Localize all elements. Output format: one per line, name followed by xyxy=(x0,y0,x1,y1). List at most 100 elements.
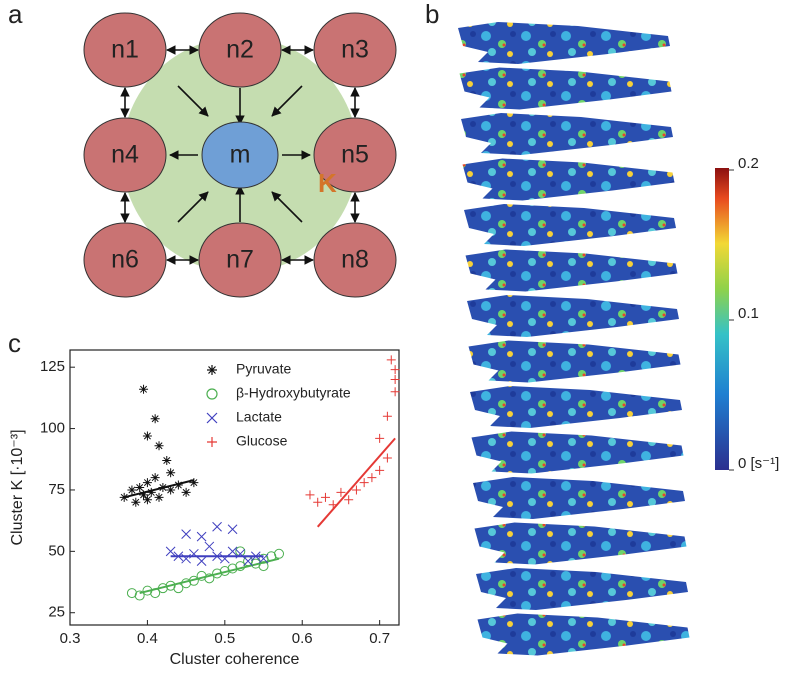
y-tick-label: 75 xyxy=(48,481,65,498)
arrow xyxy=(177,191,209,223)
data-point xyxy=(204,573,215,584)
arrow xyxy=(271,191,303,223)
node xyxy=(313,222,397,298)
x-tick-label: 0.3 xyxy=(60,630,81,647)
legend-marker xyxy=(207,365,217,375)
data-point xyxy=(274,548,285,559)
heatmap-slice xyxy=(465,249,678,292)
data-point xyxy=(157,583,168,594)
node xyxy=(83,222,167,298)
panel-label: b xyxy=(425,0,439,29)
data-point xyxy=(351,485,361,495)
data-point xyxy=(320,492,330,502)
legend-marker xyxy=(207,437,217,447)
data-point xyxy=(165,546,176,557)
data-point xyxy=(227,546,238,557)
colorbar-ticks: 0 [s⁻¹] 0.1 0.2 xyxy=(729,155,779,472)
data-point xyxy=(359,478,369,488)
legend-label: Glucose xyxy=(236,433,288,449)
data-point xyxy=(189,478,199,488)
data-point xyxy=(188,575,199,586)
x-tick-label: 0.6 xyxy=(292,630,313,647)
data-point xyxy=(127,485,137,495)
colorbar xyxy=(715,168,729,470)
data-point xyxy=(375,433,385,443)
legend-label: β-Hydroxybutyrate xyxy=(236,385,351,401)
heatmap-slice xyxy=(474,522,687,565)
heatmap-slice xyxy=(458,22,670,64)
heatmap-slice xyxy=(468,340,681,383)
data-point xyxy=(173,480,183,490)
panel-label: a xyxy=(8,0,23,29)
nodes: n1 n2 n3 n4 m n5 n6 n7 n8 xyxy=(83,12,397,298)
data-point xyxy=(390,387,400,397)
region-label: K xyxy=(318,168,337,198)
y-axis-title: Cluster K [·10⁻³] xyxy=(9,429,26,545)
node xyxy=(201,121,279,189)
heatmap-slice xyxy=(464,204,676,246)
data-point xyxy=(142,495,152,505)
heatmap-slice xyxy=(459,67,672,110)
x-axis-title: Cluster coherence xyxy=(170,651,300,668)
data-point xyxy=(181,487,191,497)
node xyxy=(313,117,397,193)
node-label: m xyxy=(230,141,251,169)
legend-label: Pyruvate xyxy=(236,361,291,377)
data-point xyxy=(266,551,277,562)
data-point xyxy=(119,492,129,502)
data-point xyxy=(243,556,254,567)
data-point xyxy=(131,497,141,507)
data-point xyxy=(134,590,145,601)
data-point xyxy=(142,431,152,441)
data-point xyxy=(146,487,156,497)
heatmap-slice xyxy=(461,113,673,155)
node-label: n7 xyxy=(226,246,254,274)
legend-label: Lactate xyxy=(236,409,282,425)
heatmap-slice xyxy=(473,477,685,519)
scatter-chart: 0.3 0.4 0.5 0.6 0.7 25 50 75 100 125 Cluster coher… xyxy=(9,349,400,668)
data-point xyxy=(126,588,137,599)
heatmap-slice xyxy=(471,431,684,474)
data-point xyxy=(139,490,149,500)
data-point xyxy=(154,441,164,451)
arrows xyxy=(120,45,360,265)
data-point xyxy=(336,487,346,497)
arrow xyxy=(271,85,303,117)
node-label: n4 xyxy=(111,141,139,169)
legend-marker xyxy=(206,412,218,424)
data-point xyxy=(313,497,323,507)
node xyxy=(198,12,282,88)
heatmap-slice xyxy=(462,158,675,201)
data-point xyxy=(386,355,396,365)
data-point xyxy=(382,453,392,463)
data-point xyxy=(390,374,400,384)
y-tick-label: 50 xyxy=(48,542,65,559)
heatmap-slices xyxy=(458,22,690,656)
y-tick-label: 125 xyxy=(40,358,65,375)
panel-label: c xyxy=(8,328,21,358)
colorbar-tick-label: 0.1 xyxy=(738,305,759,322)
data-point xyxy=(165,580,176,591)
data-point xyxy=(162,455,172,465)
data-point xyxy=(181,578,192,589)
data-point xyxy=(344,495,354,505)
heatmap-slice xyxy=(470,386,682,428)
plot-frame xyxy=(69,349,400,626)
node xyxy=(313,12,397,88)
colorbar-tick-label: 0 [s⁻¹] xyxy=(738,455,779,472)
data-point xyxy=(382,411,392,421)
data-point xyxy=(204,541,215,552)
data-point xyxy=(390,365,400,375)
heatmap-slice xyxy=(477,613,690,656)
fit-line xyxy=(123,479,195,499)
node-label: n1 xyxy=(111,36,139,64)
data-point xyxy=(150,414,160,424)
arrow xyxy=(177,85,209,117)
data-point xyxy=(212,521,222,532)
data-point xyxy=(375,465,385,475)
data-point xyxy=(305,490,315,500)
node xyxy=(83,12,167,88)
data-point xyxy=(196,531,207,542)
node-label: n2 xyxy=(226,36,254,64)
